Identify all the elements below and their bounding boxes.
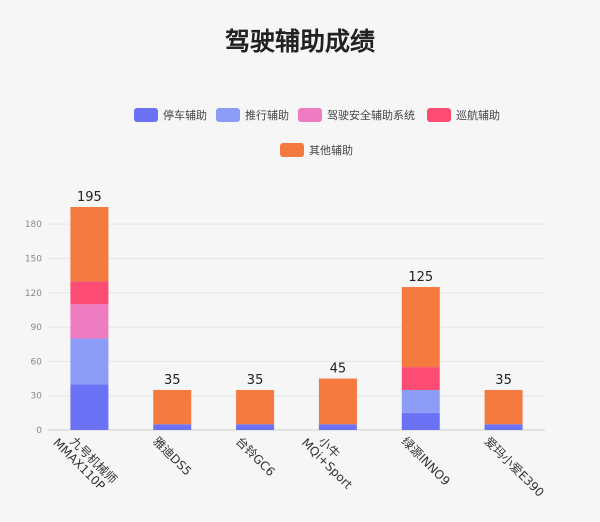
y-tick-label: 90 — [31, 323, 43, 333]
bar-segment — [70, 338, 109, 385]
bar-segment — [401, 367, 440, 390]
legend-swatch — [216, 108, 240, 122]
y-tick-label: 180 — [25, 220, 42, 230]
legend-label: 推行辅助 — [245, 108, 289, 122]
chart-title: 驾驶辅助成绩 — [224, 27, 375, 56]
bar-segment — [153, 389, 192, 425]
y-tick-label: 30 — [31, 392, 43, 402]
legend-swatch — [298, 108, 322, 122]
bar-segment — [70, 207, 109, 282]
bar-segment — [153, 424, 192, 430]
bar-segment — [318, 378, 357, 425]
bar-segment — [401, 389, 440, 413]
x-tick-label: 台铃GC6 — [233, 434, 278, 479]
x-tick-label: 爱玛小爱E390 — [481, 434, 546, 499]
bar-segment — [484, 389, 523, 425]
x-tick-label: 绿源INNO9 — [399, 434, 454, 489]
bar-segment — [484, 424, 523, 430]
bar-total-label: 35 — [247, 373, 264, 388]
y-tick-label: 150 — [25, 254, 42, 264]
y-tick-label: 120 — [25, 289, 42, 299]
bar-segment — [401, 412, 440, 430]
bar-total-label: 125 — [408, 270, 433, 285]
bar-segment — [401, 287, 440, 368]
x-tick-label: 雅迪DS5 — [150, 434, 195, 479]
bar-segment — [236, 389, 275, 425]
legend-label: 巡航辅助 — [456, 108, 500, 122]
bar-total-label: 45 — [330, 362, 347, 377]
x-tick-label: 小牛MQi+Sport — [299, 426, 365, 492]
legend-label: 驾驶安全辅助系统 — [327, 108, 415, 122]
x-tick-label: 九号机械师MMAX110P — [50, 426, 120, 496]
y-tick-label: 60 — [31, 357, 43, 367]
bar-segment — [236, 424, 275, 430]
bar-segment — [70, 384, 109, 430]
bar-segment — [70, 281, 109, 305]
bar-segment — [318, 424, 357, 430]
legend-label: 其他辅助 — [309, 143, 353, 157]
bar-total-label: 35 — [495, 373, 512, 388]
legend-label: 停车辅助 — [163, 108, 207, 122]
legend-swatch — [427, 108, 451, 122]
bar-total-label: 35 — [164, 373, 181, 388]
legend-swatch — [280, 143, 304, 157]
bar-total-label: 195 — [77, 190, 102, 205]
bar-segment — [70, 304, 109, 339]
y-tick-label: 0 — [36, 426, 42, 436]
legend-swatch — [134, 108, 158, 122]
